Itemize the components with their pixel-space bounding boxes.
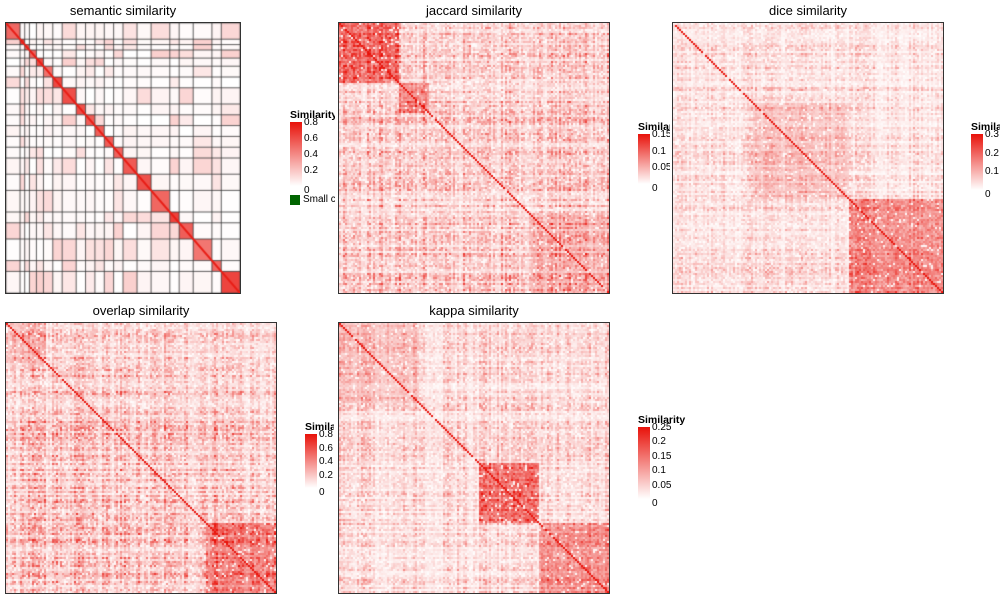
legend-tick: 0 [985,189,991,200]
small-cluster-label: Small cluster [303,194,335,205]
legend-tick: 0 [304,185,310,196]
legend-semantic: Similarity 0.8 0.6 0.4 0.2 0 [290,109,335,229]
panel-title-kappa: kappa similarity [429,303,519,318]
panel-title-dice: dice similarity [768,3,847,18]
legend-tick: 0 [652,183,658,194]
legend-colorbar [971,134,983,190]
legend-kappa: Similarity 0.25 0.2 0.15 0.1 0.05 0 [638,414,708,534]
panel-title-semantic: semantic similarity [69,3,177,18]
legend-tick: 0 [652,498,658,509]
heatmap-kappa [338,322,610,594]
legend-tick: 0.4 [319,456,333,467]
panel-title-overlap: overlap similarity [92,303,190,318]
legend-tick: 0.05 [652,479,672,491]
legend-tick: 0.2 [304,165,318,176]
legend-tick: 0.1 [985,166,999,178]
legend-title: Similarity [290,109,335,121]
legend-dice: Similarity 0.3 0.2 0.1 0 [971,121,1000,241]
legend-tick: 0.2 [652,436,666,448]
legend-tick: 0.6 [304,133,318,144]
legend-colorbar [638,427,650,499]
legend-tick: 0.2 [319,469,333,481]
legend-tick: 0.15 [652,450,672,462]
legend-tick: 0.6 [319,442,333,454]
legend-title: Similarity [638,414,686,426]
legend-tick: 0.4 [304,149,318,160]
legend-title: Similarity [638,121,670,133]
legend-tick: 0.3 [985,129,999,140]
legend-title: Similarity [305,421,334,433]
legend-overlap: Similarity 0.8 0.6 0.4 0.2 0 [305,421,334,541]
small-cluster-swatch [290,195,300,205]
legend-tick: 0.25 [652,422,672,433]
legend-colorbar [638,134,650,184]
legend-tick: 0 [319,487,325,498]
legend-tick: 0.2 [985,147,999,159]
legend-tick: 0.1 [652,465,666,477]
heatmap-jaccard [338,22,610,294]
legend-tick: 0.1 [652,145,666,157]
legend-tick: 0.05 [652,162,670,174]
legend-title: Similarity [971,121,1000,133]
legend-colorbar [290,122,302,186]
heatmap-dice [672,22,944,294]
heatmap-overlap [5,322,277,594]
legend-tick: 0.8 [319,429,333,440]
panel-title-jaccard: jaccard similarity [425,3,523,18]
legend-jaccard: Similarity 0.15 0.1 0.05 0 [638,121,670,241]
legend-tick: 0.15 [652,129,670,140]
legend-colorbar [305,434,317,488]
heatmap-semantic [5,22,241,294]
legend-tick: 0.8 [304,117,318,128]
